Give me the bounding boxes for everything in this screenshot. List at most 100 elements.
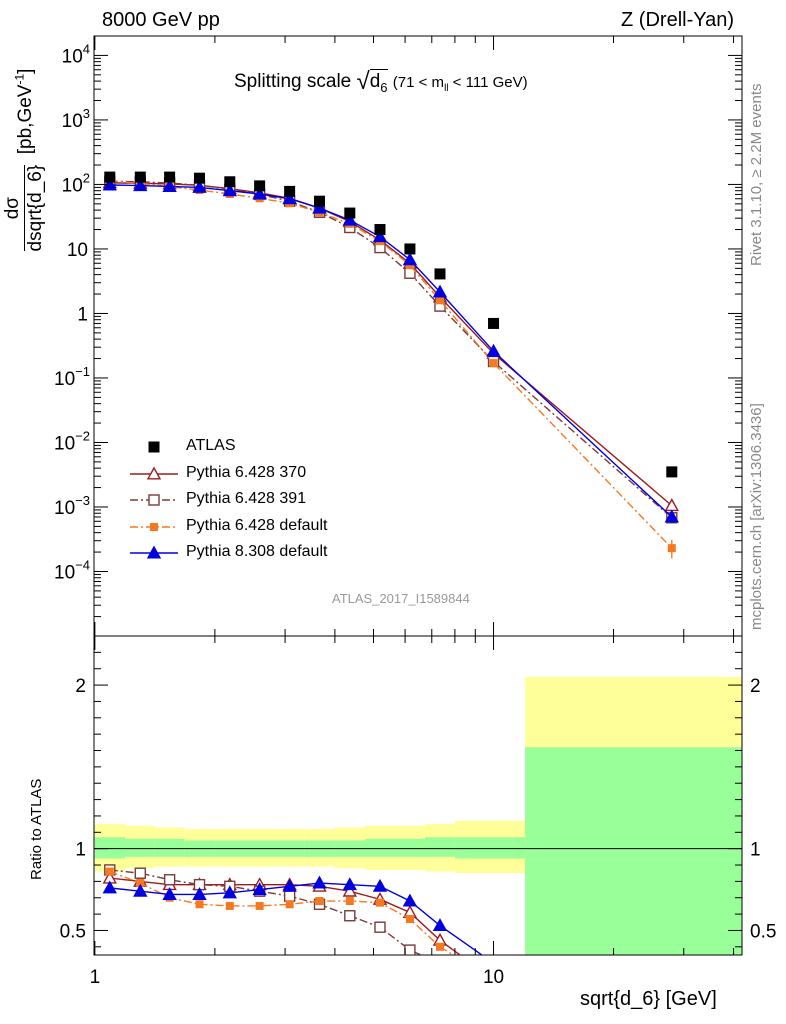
atlas-data-point: [374, 224, 386, 236]
series-point-pythia-8-308-default: [192, 179, 207, 193]
legend-label-pythia-6-428-370: Pythia 6.428 370: [186, 463, 307, 481]
ratio-point-pythia-6-428-391: [344, 910, 356, 922]
legend-label-atlas: ATLAS: [186, 437, 236, 454]
stat-band-13: [525, 747, 742, 955]
stat-band-9: [365, 838, 395, 857]
x-tick-label: 10: [483, 967, 504, 988]
ratio-point-pythia-8-308-default: [252, 882, 267, 896]
atlas-data-point: [488, 317, 500, 329]
ratio-point-pythia-8-308-default: [666, 974, 678, 985]
series-point-pythia-8-308-default: [342, 212, 357, 226]
series-point-pythia-8-308-default: [312, 200, 327, 214]
ratio-point-pythia-6-428-default: [105, 867, 114, 876]
series-point-pythia-8-308-default: [486, 343, 501, 357]
y-tick-label: 1: [77, 304, 88, 325]
atlas-data-point: [666, 466, 678, 478]
atlas-data-point: [404, 243, 416, 255]
ratio-point-pythia-8-308-default: [162, 887, 177, 900]
legend-label-pythia-6-428-391: Pythia 6.428 391: [186, 490, 307, 507]
series-point-pythia-8-308-default: [402, 252, 418, 266]
ratio-point-pythia-6-428-370: [342, 883, 357, 897]
series-point-pythia-8-308-default: [432, 284, 448, 298]
legend-label-pythia-8-308-default: Pythia 8.308 default: [186, 543, 328, 560]
series-point-pythia-6-428-default: [435, 296, 444, 305]
ratio-point-pythia-8-308-default: [282, 878, 297, 892]
ratio-point-pythia-6-428-391: [134, 867, 146, 879]
ratio-point-pythia-6-428-391: [435, 958, 445, 968]
ratio-point-pythia-8-308-default: [432, 918, 448, 932]
ratio-series-group: [102, 864, 678, 985]
ratio-y-tick-label: 2: [75, 676, 86, 697]
ratio-point-pythia-8-308-default: [312, 875, 327, 889]
ratio-y-axis-label: Ratio to ATLAS: [28, 778, 45, 880]
legend-symbol-pythia-6-428-default: [130, 522, 178, 531]
atlas-data-point: [284, 185, 296, 197]
legend-symbol-pythia-6-428-370: [130, 466, 178, 479]
stat-band-2: [154, 838, 185, 857]
stat-band-11: [424, 837, 455, 857]
legend-marker-pythia-8-308-default: [146, 545, 162, 559]
ratio-point-pythia-6-428-default: [345, 897, 354, 906]
ratio-point-pythia-6-428-370: [666, 957, 678, 968]
ratio-point-pythia-6-428-391: [163, 874, 176, 886]
series-point-pythia-8-308-default: [133, 178, 148, 192]
chart-title-cut: (71 < mll < 111 GeV): [392, 74, 528, 94]
stat-band-0: [94, 837, 125, 859]
y-label-units: [pb,GeV-1]: [12, 68, 36, 160]
ratio-y-tick-label: 0.5: [60, 921, 86, 942]
atlas-data-point: [104, 171, 116, 183]
y-tick-label: 102: [62, 170, 90, 196]
y-tick-label: 104: [62, 41, 90, 67]
atlas-data-point: [164, 171, 176, 183]
atlas-data-point: [314, 195, 326, 207]
atlas-data-point: [344, 207, 356, 219]
ratio-y-tick-label: 1: [75, 840, 86, 861]
series-point-pythia-8-308-default: [664, 509, 679, 523]
series-point-pythia-8-308-default: [282, 191, 297, 205]
y-tick-label: 10−4: [54, 557, 90, 583]
y-label-fraction: dσ dsqrt{d_6} [pb,GeV-1]: [2, 30, 47, 290]
ratio-point-pythia-6-428-default: [405, 915, 414, 924]
atlas-data-point: [193, 172, 205, 184]
legend-marker-pythia-6-428-391: [148, 494, 160, 506]
ratio-y-tick-label-right: 1: [750, 840, 761, 861]
y-label-numerator: dσ: [2, 164, 25, 252]
atlas-data-point: [254, 180, 266, 192]
legend-label-pythia-6-428-default: Pythia 6.428 default: [186, 516, 328, 534]
ratio-point-pythia-6-428-391: [667, 975, 677, 985]
ratio-point-pythia-8-308-default: [342, 877, 357, 891]
stat-band-12: [454, 837, 526, 859]
atlas-data-point: [434, 268, 446, 280]
ratio-y-tick-label-right: 0.5: [750, 921, 776, 942]
legend-marker-atlas: [148, 441, 160, 453]
legend-symbol-atlas: [148, 441, 160, 453]
ratio-point-pythia-8-308-default: [372, 878, 388, 892]
chart-title-var: d6: [369, 69, 388, 95]
ratio-point-pythia-6-428-default: [435, 942, 444, 951]
ratio-panel-border: [93, 635, 743, 956]
series-point-pythia-8-308-default: [372, 229, 388, 243]
y-label-denominator: dsqrt{d_6}: [25, 164, 46, 252]
ratio-point-pythia-6-428-default: [195, 900, 204, 909]
ratio-point-pythia-6-428-391: [374, 921, 386, 933]
ratio-point-pythia-8-308-default: [102, 880, 117, 894]
ratio-point-pythia-8-308-default: [133, 883, 148, 897]
legend-marker-pythia-6-428-370: [146, 466, 162, 479]
ratio-point-pythia-8-308-default: [192, 887, 207, 900]
y-tick-label: 10: [67, 240, 88, 261]
y-tick-label: 10−1: [54, 364, 90, 390]
stat-band-10: [394, 838, 425, 857]
atlas-data-point: [134, 171, 146, 183]
y-tick-label: 10−3: [54, 493, 90, 519]
ratio-point-pythia-8-308-default: [402, 893, 418, 907]
chart-title-main: Splitting scale: [234, 71, 352, 92]
ratio-point-pythia-6-428-default: [255, 901, 264, 910]
ratio-line-pythia-8-308-default: [109, 882, 484, 955]
chart-title: Splitting scale √d6 (71 < mll < 111 GeV): [234, 66, 528, 95]
legend-symbol-pythia-8-308-default: [130, 545, 178, 559]
rivet-version-label: Rivet 3.1.10, ≥ 2.2M events: [748, 83, 765, 267]
series-point-pythia-8-308-default: [162, 179, 177, 192]
atlas-data-point: [224, 176, 236, 188]
x-tick-label: 1: [90, 967, 101, 988]
